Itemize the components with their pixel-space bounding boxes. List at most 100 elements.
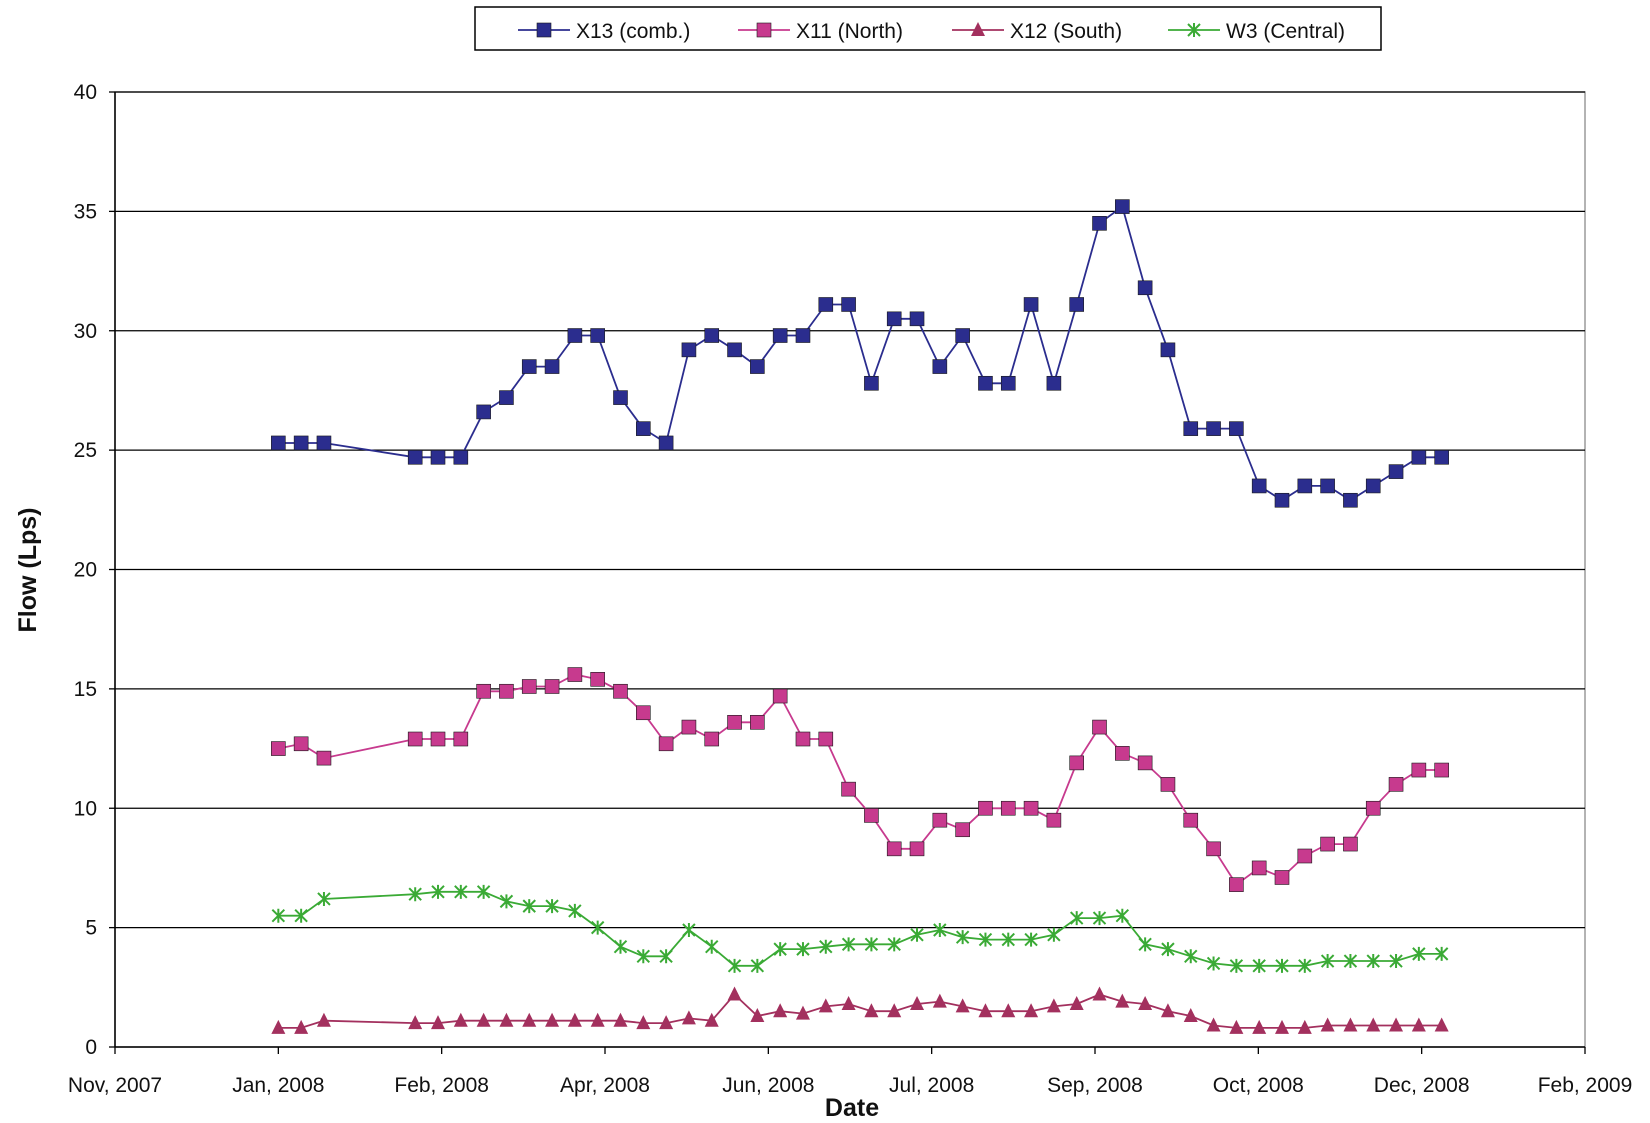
data-point bbox=[316, 435, 332, 451]
data-point bbox=[1046, 998, 1061, 1013]
data-point bbox=[932, 993, 947, 1008]
data-point bbox=[1137, 280, 1153, 296]
data-point bbox=[1320, 836, 1335, 852]
data-point bbox=[1343, 1017, 1358, 1032]
data-point bbox=[1069, 996, 1084, 1011]
data-point bbox=[887, 1003, 902, 1018]
data-point bbox=[864, 808, 879, 823]
data-point bbox=[841, 937, 856, 952]
data-point bbox=[499, 390, 514, 405]
data-point bbox=[795, 1005, 810, 1020]
data-point bbox=[521, 359, 537, 374]
data-point bbox=[590, 672, 605, 687]
data-point bbox=[1069, 297, 1084, 312]
data-point bbox=[1138, 937, 1152, 952]
legend-label: X12 (South) bbox=[1010, 20, 1122, 43]
data-point bbox=[567, 328, 583, 343]
data-point bbox=[499, 683, 514, 699]
data-point bbox=[933, 923, 947, 938]
data-point bbox=[1412, 946, 1426, 961]
data-point bbox=[316, 750, 332, 766]
data-point bbox=[1320, 478, 1335, 494]
data-point bbox=[909, 841, 925, 857]
data-point bbox=[636, 1015, 651, 1030]
data-point bbox=[407, 731, 423, 747]
data-point bbox=[756, 22, 772, 38]
data-point bbox=[1252, 1019, 1267, 1034]
data-point bbox=[544, 359, 560, 374]
data-point bbox=[1229, 1019, 1244, 1034]
data-point bbox=[1434, 449, 1449, 465]
data-point bbox=[430, 731, 446, 747]
data-point bbox=[636, 705, 651, 721]
data-point bbox=[659, 1015, 674, 1030]
data-point bbox=[1297, 1019, 1312, 1034]
data-point bbox=[1229, 877, 1244, 892]
data-point bbox=[887, 937, 901, 952]
data-point bbox=[910, 996, 925, 1011]
data-point bbox=[864, 375, 879, 391]
data-point bbox=[1229, 958, 1244, 973]
y-tick-label: 10 bbox=[74, 797, 97, 820]
data-point bbox=[1183, 812, 1199, 828]
data-point bbox=[536, 22, 552, 38]
data-point bbox=[1251, 478, 1267, 494]
data-point bbox=[294, 908, 308, 923]
legend-entry: X12 (South) bbox=[952, 20, 1122, 43]
data-point bbox=[1434, 1017, 1449, 1032]
data-point bbox=[1001, 1003, 1016, 1018]
y-tick-label: 30 bbox=[74, 320, 97, 343]
data-point bbox=[1320, 1017, 1335, 1032]
x-tick-label: Nov, 2007 bbox=[68, 1074, 162, 1097]
x-tick-label: Feb, 2008 bbox=[394, 1074, 489, 1097]
data-point bbox=[544, 679, 560, 694]
data-point bbox=[750, 958, 765, 973]
data-point bbox=[1115, 199, 1130, 214]
data-point bbox=[271, 1019, 286, 1034]
data-point bbox=[1274, 492, 1290, 508]
data-point bbox=[1365, 800, 1381, 816]
data-point bbox=[590, 920, 605, 935]
axes bbox=[114, 92, 1585, 1048]
x-tick-label: Apr, 2008 bbox=[560, 1074, 650, 1097]
data-point bbox=[727, 986, 742, 1001]
data-point bbox=[1092, 911, 1107, 926]
data-point bbox=[1388, 777, 1404, 792]
data-point bbox=[818, 297, 834, 312]
y-tick-labels: 0 5 10 15 20 25 30 35 40 bbox=[74, 81, 97, 1059]
x-tick-labels: Nov, 2007 Jan, 2008 Feb, 2008 Apr, 2008 Jun,… bbox=[68, 1047, 1632, 1097]
series-0 bbox=[271, 199, 1449, 508]
data-point bbox=[705, 939, 719, 954]
data-point bbox=[590, 1012, 605, 1027]
data-point bbox=[1160, 777, 1176, 792]
data-point bbox=[1023, 800, 1039, 816]
legend-entry: W3 (Central) bbox=[1168, 20, 1345, 43]
data-point bbox=[1160, 342, 1176, 358]
x-tick-label: Jul, 2008 bbox=[889, 1074, 974, 1097]
data-point bbox=[864, 937, 879, 952]
data-point bbox=[1115, 908, 1130, 923]
data-point bbox=[1389, 954, 1403, 969]
data-point bbox=[955, 930, 970, 945]
data-point bbox=[795, 731, 811, 747]
series-3 bbox=[271, 884, 1449, 973]
data-point bbox=[864, 1003, 879, 1018]
legend-label: X13 (comb.) bbox=[576, 20, 690, 43]
legend-label: X11 (North) bbox=[796, 20, 903, 43]
data-point bbox=[293, 736, 309, 752]
data-point bbox=[1274, 1019, 1289, 1034]
data-point bbox=[1183, 1007, 1198, 1022]
data-point bbox=[659, 949, 673, 964]
x-tick-label: Jun, 2008 bbox=[722, 1074, 814, 1097]
x-tick-label: Jan, 2008 bbox=[232, 1074, 324, 1097]
data-point bbox=[567, 1012, 582, 1027]
data-point bbox=[1137, 755, 1153, 771]
x-tick-label: Feb, 2009 bbox=[1538, 1074, 1633, 1097]
data-point bbox=[316, 1012, 331, 1027]
data-point bbox=[431, 884, 445, 899]
data-point bbox=[1000, 800, 1016, 816]
data-point bbox=[1343, 836, 1358, 852]
data-point bbox=[772, 688, 788, 704]
